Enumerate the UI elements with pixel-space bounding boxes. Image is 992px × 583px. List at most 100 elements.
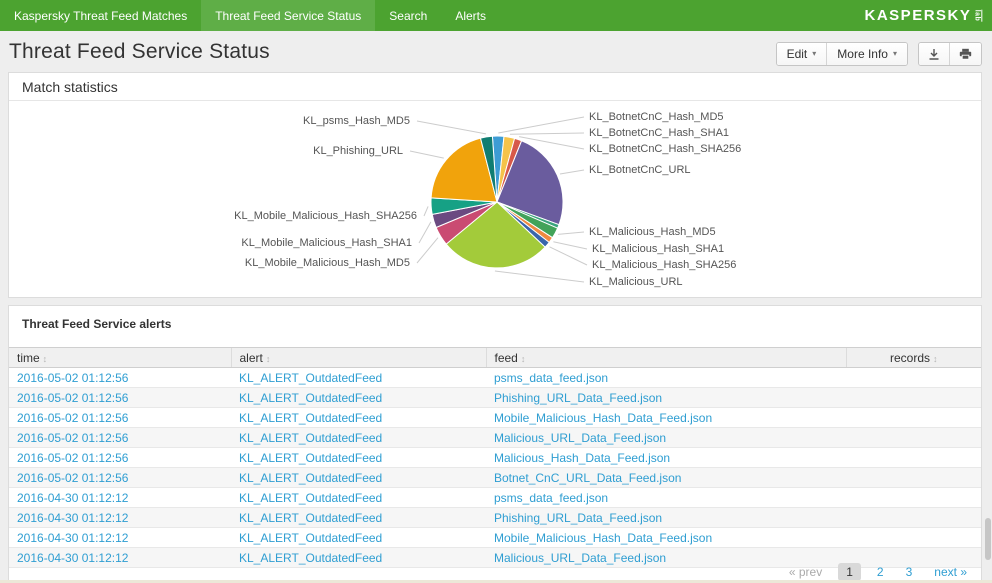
cell-records [846, 427, 981, 448]
label-leader-line [549, 246, 588, 266]
pie-slice-KL_Malicious_URL[interactable] [445, 201, 546, 269]
cell-time[interactable]: 2016-05-02 01:12:56 [9, 447, 231, 468]
cell-records [846, 407, 981, 428]
pie-label: KL_Malicious_Hash_SHA256 [592, 259, 737, 271]
cell-time[interactable]: 2016-04-30 01:12:12 [9, 547, 231, 568]
pagination: « prev 1 2 3 next » [789, 563, 967, 581]
cell-records [846, 387, 981, 408]
print-button[interactable] [949, 43, 981, 65]
label-leader-line [509, 132, 585, 135]
pie-label: KL_BotnetCnC_Hash_MD5 [589, 111, 724, 123]
sort-icon: ↕ [265, 353, 271, 364]
alerts-table: time ↕ alert ↕ feed ↕ records ↕ 2016-05-02 01:1… [9, 347, 981, 568]
pie-slice-KL_BotnetCnC_URL[interactable] [496, 140, 564, 226]
label-leader-line [409, 150, 444, 159]
pie-label: KL_psms_Hash_MD5 [303, 115, 410, 127]
pagination-prev: « prev [788, 565, 823, 579]
table-row: 2016-04-30 01:12:12 KL_ALERT_OutdatedFeed… [9, 487, 981, 508]
column-header-time[interactable]: time ↕ [9, 347, 231, 368]
nav-tab-alerts[interactable]: Alerts [455, 8, 486, 23]
cell-alert[interactable]: KL_ALERT_OutdatedFeed [231, 447, 486, 468]
pie-label: KL_BotnetCnC_URL [589, 164, 691, 176]
pie-chart[interactable]: KL_BotnetCnC_Hash_MD5 KL_BotnetCnC_Hash_S… [9, 101, 981, 300]
cell-records [846, 467, 981, 488]
sort-icon: ↕ [42, 353, 48, 364]
column-header-label: feed [494, 350, 518, 365]
cell-feed[interactable]: Mobile_Malicious_Hash_Data_Feed.json [486, 407, 846, 428]
more-info-button-label: More Info [837, 47, 888, 61]
sort-icon: ↕ [933, 353, 938, 364]
download-button[interactable] [919, 43, 949, 65]
kaspersky-logo-lab: lab [973, 9, 983, 22]
cutoff-content-strip [0, 580, 992, 583]
pie-label: KL_BotnetCnC_Hash_SHA256 [589, 143, 742, 155]
label-leader-line [557, 231, 585, 235]
vertical-scrollbar-thumb[interactable] [985, 518, 991, 560]
cell-time[interactable]: 2016-04-30 01:12:12 [9, 507, 231, 528]
column-header-feed[interactable]: feed ↕ [485, 347, 846, 368]
cell-alert[interactable]: KL_ALERT_OutdatedFeed [231, 487, 486, 508]
pie-label: KL_Phishing_URL [313, 145, 403, 157]
cell-feed[interactable]: Phishing_URL_Data_Feed.json [486, 387, 846, 408]
cell-alert[interactable]: KL_ALERT_OutdatedFeed [231, 407, 486, 428]
cell-time[interactable]: 2016-05-02 01:12:56 [9, 387, 231, 408]
table-row: 2016-05-02 01:12:56 KL_ALERT_OutdatedFeed… [9, 367, 981, 388]
cell-time[interactable]: 2016-05-02 01:12:56 [9, 467, 231, 488]
cell-feed[interactable]: Malicious_Hash_Data_Feed.json [486, 447, 846, 468]
table-row: 2016-05-02 01:12:56 KL_ALERT_OutdatedFeed… [9, 387, 981, 408]
column-header-label: alert [239, 350, 263, 365]
match-statistics-title: Match statistics [9, 73, 981, 101]
cell-records [846, 447, 981, 468]
pie-label: KL_BotnetCnC_Hash_SHA1 [589, 127, 730, 139]
pagination-next[interactable]: next » [934, 565, 967, 579]
cell-time[interactable]: 2016-05-02 01:12:56 [9, 407, 231, 428]
printer-icon [959, 48, 972, 60]
cell-alert[interactable]: KL_ALERT_OutdatedFeed [231, 367, 486, 388]
cell-feed[interactable]: psms_data_feed.json [486, 487, 846, 508]
kaspersky-logo-text: KASPERSKY [864, 7, 972, 24]
cell-time[interactable]: 2016-04-30 01:12:12 [9, 487, 231, 508]
match-statistics-panel: Match statistics KL_BotnetCnC_Hash_MD5 KL… [8, 72, 982, 298]
cell-alert[interactable]: KL_ALERT_OutdatedFeed [231, 387, 486, 408]
cell-alert[interactable]: KL_ALERT_OutdatedFeed [231, 427, 486, 448]
pie-slice-KL_psms_Hash_MD5[interactable] [479, 135, 498, 203]
pie-label: KL_Mobile_Malicious_Hash_SHA256 [234, 210, 417, 222]
label-leader-line [498, 116, 585, 134]
cell-alert[interactable]: KL_ALERT_OutdatedFeed [231, 547, 486, 568]
cell-feed[interactable]: Botnet_CnC_URL_Data_Feed.json [486, 467, 846, 488]
cell-feed[interactable]: Phishing_URL_Data_Feed.json [486, 507, 846, 528]
cell-records [846, 367, 981, 388]
label-leader-line [416, 120, 486, 135]
kaspersky-logo: KASPERSKY lab [865, 0, 984, 31]
cell-alert[interactable]: KL_ALERT_OutdatedFeed [231, 467, 486, 488]
cell-time[interactable]: 2016-04-30 01:12:12 [9, 527, 231, 548]
cell-records [846, 527, 981, 548]
pie-slice-KL_Phishing_URL[interactable] [430, 137, 498, 203]
chevron-down-icon: ▾ [812, 49, 817, 58]
cell-time[interactable]: 2016-05-02 01:12:56 [9, 427, 231, 448]
label-leader-line [519, 136, 585, 150]
nav-tab-kaspersky-threat-feed-matches[interactable]: Kaspersky Threat Feed Matches [14, 8, 188, 23]
pagination-page[interactable]: 3 [905, 565, 913, 579]
cell-feed[interactable]: Malicious_URL_Data_Feed.json [486, 547, 846, 568]
cell-records [846, 547, 981, 568]
cell-feed[interactable]: Mobile_Malicious_Hash_Data_Feed.json [486, 527, 846, 548]
alerts-panel: Threat Feed Service alerts time ↕ alert ↕ fe… [8, 305, 982, 583]
column-header-alert[interactable]: alert ↕ [230, 347, 486, 368]
cell-alert[interactable]: KL_ALERT_OutdatedFeed [231, 527, 486, 548]
pagination-page[interactable]: 2 [876, 565, 884, 579]
export-print-group [918, 42, 982, 66]
more-info-button[interactable]: More Info ▾ [826, 43, 907, 65]
column-header-records[interactable]: records ↕ [845, 347, 981, 368]
label-leader-line [559, 169, 585, 175]
edit-button[interactable]: Edit ▾ [776, 43, 827, 65]
nav-tab-threat-feed-service-status[interactable]: Threat Feed Service Status [201, 0, 376, 31]
nav-tab-search[interactable]: Search [389, 8, 428, 23]
label-leader-line [416, 237, 439, 264]
cell-time[interactable]: 2016-05-02 01:12:56 [9, 367, 231, 388]
cell-feed[interactable]: psms_data_feed.json [486, 367, 846, 388]
cell-alert[interactable]: KL_ALERT_OutdatedFeed [231, 507, 486, 528]
top-navigation-bar: Kaspersky Threat Feed Matches Threat Feed… [0, 0, 992, 31]
pie-label: KL_Malicious_Hash_MD5 [589, 226, 716, 238]
cell-feed[interactable]: Malicious_URL_Data_Feed.json [486, 427, 846, 448]
